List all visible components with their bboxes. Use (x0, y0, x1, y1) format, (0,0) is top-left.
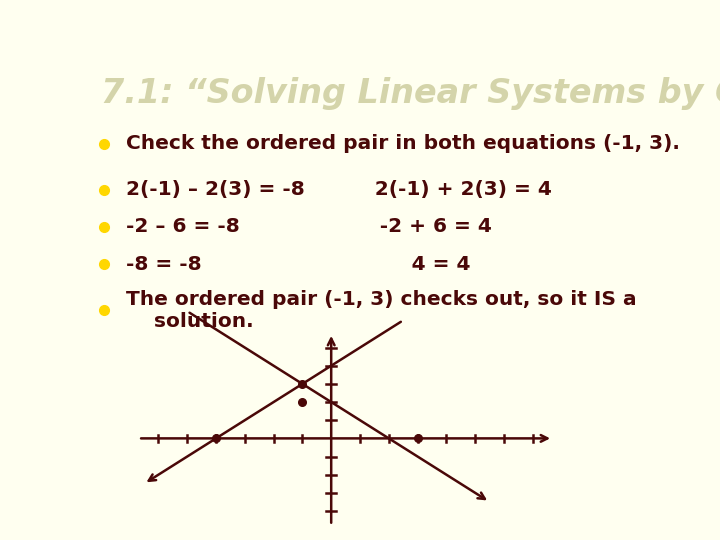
Text: 7.1: “Solving Linear Systems by Graphing”: 7.1: “Solving Linear Systems by Graphing… (101, 77, 720, 110)
Text: 2(-1) – 2(3) = -8          2(-1) + 2(3) = 4: 2(-1) – 2(3) = -8 2(-1) + 2(3) = 4 (126, 180, 552, 199)
Text: -8 = -8                              4 = 4: -8 = -8 4 = 4 (126, 255, 471, 274)
Text: Check the ordered pair in both equations (-1, 3).: Check the ordered pair in both equations… (126, 134, 680, 153)
Text: -2 – 6 = -8                    -2 + 6 = 4: -2 – 6 = -8 -2 + 6 = 4 (126, 218, 492, 237)
Text: The ordered pair (-1, 3) checks out, so it IS a
    solution.: The ordered pair (-1, 3) checks out, so … (126, 289, 637, 330)
